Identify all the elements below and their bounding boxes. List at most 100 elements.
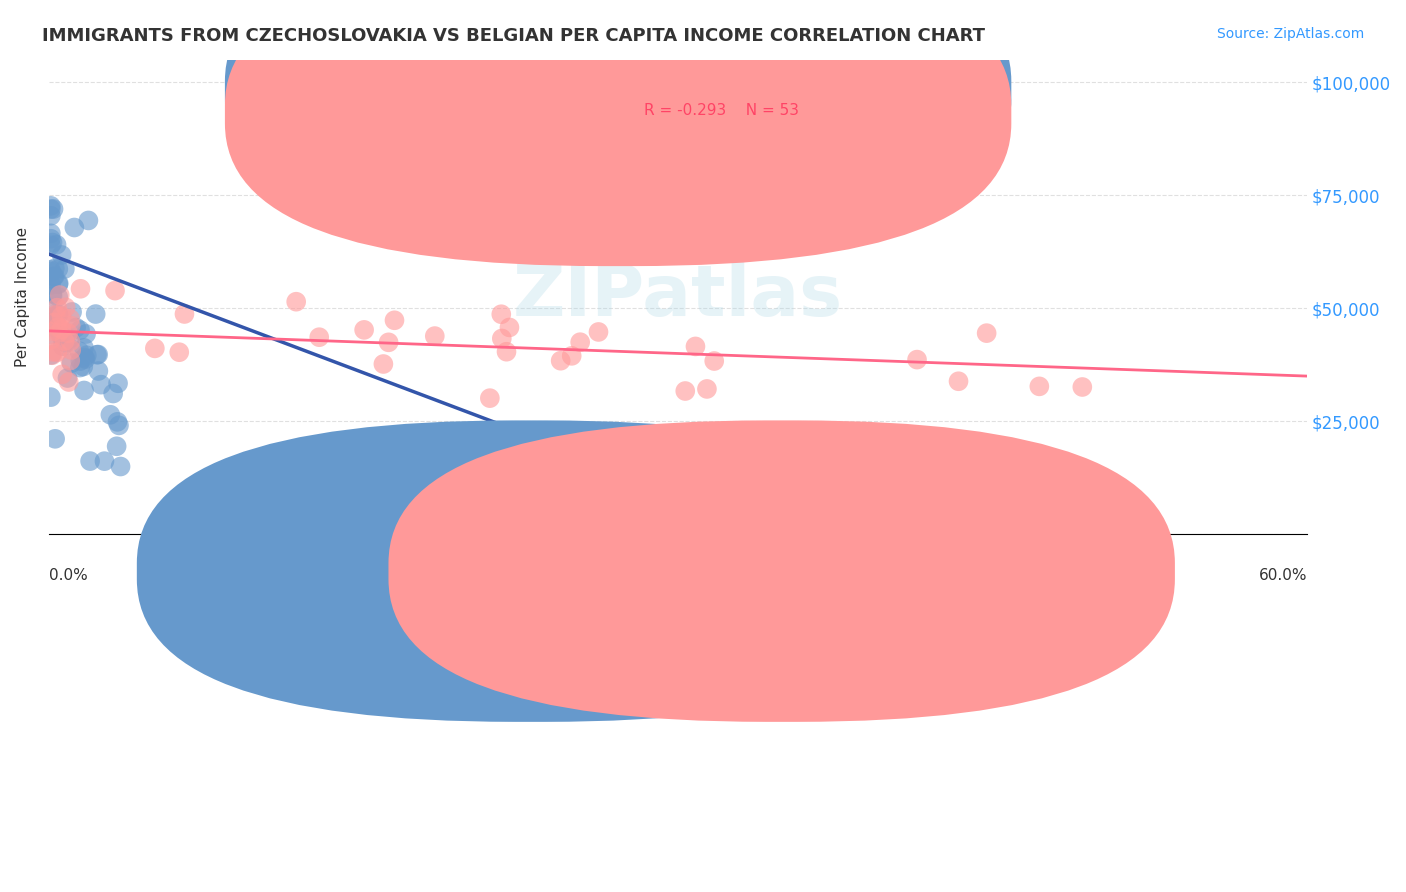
Belgians [45,308,67,322]
Belgians [143,342,166,356]
Belgians [491,307,513,321]
Belgians [59,311,82,326]
Immigrants from Czechoslovakia [72,359,94,374]
Belgians [673,384,696,398]
Immigrants from Czechoslovakia [45,237,67,252]
Text: IMMIGRANTS FROM CZECHOSLOVAKIA VS BELGIAN PER CAPITA INCOME CORRELATION CHART: IMMIGRANTS FROM CZECHOSLOVAKIA VS BELGIA… [42,27,986,45]
Immigrants from Czechoslovakia [41,235,63,250]
Text: 60.0%: 60.0% [1258,567,1308,582]
Belgians [41,325,63,339]
Immigrants from Czechoslovakia [39,327,62,342]
Text: Source: ZipAtlas.com: Source: ZipAtlas.com [1216,27,1364,41]
Immigrants from Czechoslovakia [48,277,70,292]
Belgians [1028,379,1050,393]
Immigrants from Czechoslovakia [48,308,70,322]
Immigrants from Czechoslovakia [46,262,69,277]
Belgians [976,326,998,340]
Immigrants from Czechoslovakia [65,320,87,334]
Immigrants from Czechoslovakia [73,384,96,398]
Belgians [53,334,76,348]
Immigrants from Czechoslovakia [53,261,76,276]
FancyBboxPatch shape [388,420,1175,722]
Belgians [703,354,725,368]
Immigrants from Czechoslovakia [90,377,112,392]
Belgians [498,320,520,334]
Belgians [39,333,62,347]
Belgians [69,282,91,296]
Belgians [44,315,66,329]
Immigrants from Czechoslovakia [44,432,66,446]
Belgians [104,284,127,298]
Immigrants from Czechoslovakia [69,360,91,375]
Immigrants from Czechoslovakia [59,332,82,346]
Immigrants from Czechoslovakia [86,348,108,362]
FancyBboxPatch shape [136,420,924,722]
Immigrants from Czechoslovakia [44,269,66,284]
Immigrants from Czechoslovakia [77,213,100,227]
Belgians [46,320,69,334]
Immigrants from Czechoslovakia [87,364,110,378]
Belgians [46,345,69,359]
Immigrants from Czechoslovakia [39,263,62,277]
Immigrants from Czechoslovakia [56,371,79,385]
Immigrants from Czechoslovakia [93,454,115,468]
Text: 0.0%: 0.0% [49,567,87,582]
Immigrants from Czechoslovakia [44,261,66,276]
Belgians [48,326,70,340]
Immigrants from Czechoslovakia [39,277,62,292]
Belgians [308,330,330,344]
Immigrants from Czechoslovakia [105,415,128,429]
FancyBboxPatch shape [225,0,1011,266]
Belgians [51,368,73,382]
Belgians [377,335,399,350]
Immigrants from Czechoslovakia [84,307,107,321]
Immigrants from Czechoslovakia [73,351,96,365]
Belgians [46,301,69,315]
Belgians [569,335,592,350]
Immigrants from Czechoslovakia [63,220,86,235]
Belgians [51,322,73,336]
Text: ZIPatlas: ZIPatlas [513,262,844,332]
Belgians [905,352,928,367]
FancyBboxPatch shape [225,0,1011,243]
Immigrants from Czechoslovakia [60,305,83,319]
Immigrants from Czechoslovakia [76,348,98,362]
Belgians [550,353,572,368]
Immigrants from Czechoslovakia [51,248,73,262]
Belgians [285,294,308,309]
Immigrants from Czechoslovakia [75,326,97,341]
Immigrants from Czechoslovakia [39,264,62,278]
Belgians [59,353,82,368]
Immigrants from Czechoslovakia [39,348,62,362]
Immigrants from Czechoslovakia [51,339,73,353]
Immigrants from Czechoslovakia [41,286,63,301]
Belgians [696,382,718,396]
Belgians [173,307,195,321]
Immigrants from Czechoslovakia [42,269,65,284]
Belgians [60,343,83,357]
Immigrants from Czechoslovakia [39,199,62,213]
Belgians [51,309,73,323]
Belgians [384,313,406,327]
Immigrants from Czechoslovakia [42,202,65,216]
Belgians [561,349,583,363]
Belgians [48,288,70,302]
Immigrants from Czechoslovakia [60,356,83,370]
Belgians [1071,380,1094,394]
Belgians [58,375,80,389]
Immigrants from Czechoslovakia [110,459,132,474]
Immigrants from Czechoslovakia [41,319,63,334]
Immigrants from Czechoslovakia [39,232,62,246]
Immigrants from Czechoslovakia [39,390,62,404]
Belgians [948,374,970,388]
Immigrants from Czechoslovakia [48,276,70,290]
Text: R = -0.420    N = 66: R = -0.420 N = 66 [644,79,799,95]
Belgians [423,329,446,343]
Immigrants from Czechoslovakia [55,335,77,350]
Immigrants from Czechoslovakia [39,308,62,322]
Text: R = -0.293    N = 53: R = -0.293 N = 53 [644,103,799,119]
Text: Immigrants from Czechoslovakia: Immigrants from Czechoslovakia [553,563,803,577]
Immigrants from Czechoslovakia [49,328,72,343]
Belgians [55,300,77,314]
Immigrants from Czechoslovakia [108,418,131,433]
